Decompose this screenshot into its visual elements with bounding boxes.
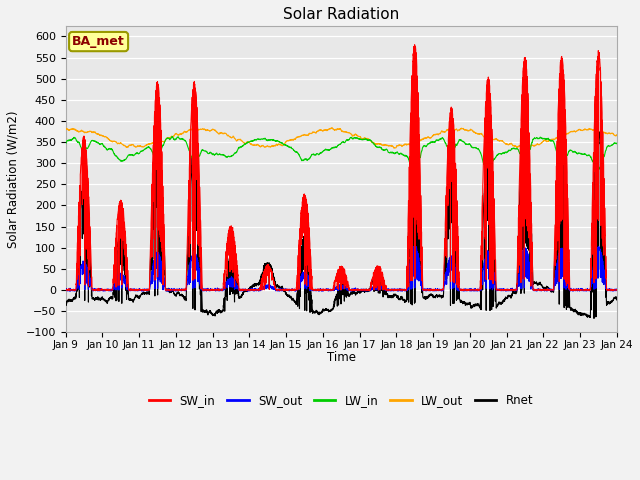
X-axis label: Time: Time [326, 351, 356, 364]
Legend: SW_in, SW_out, LW_in, LW_out, Rnet: SW_in, SW_out, LW_in, LW_out, Rnet [144, 390, 538, 412]
Title: Solar Radiation: Solar Radiation [283, 7, 399, 22]
Text: BA_met: BA_met [72, 35, 125, 48]
Y-axis label: Solar Radiation (W/m2): Solar Radiation (W/m2) [7, 110, 20, 248]
